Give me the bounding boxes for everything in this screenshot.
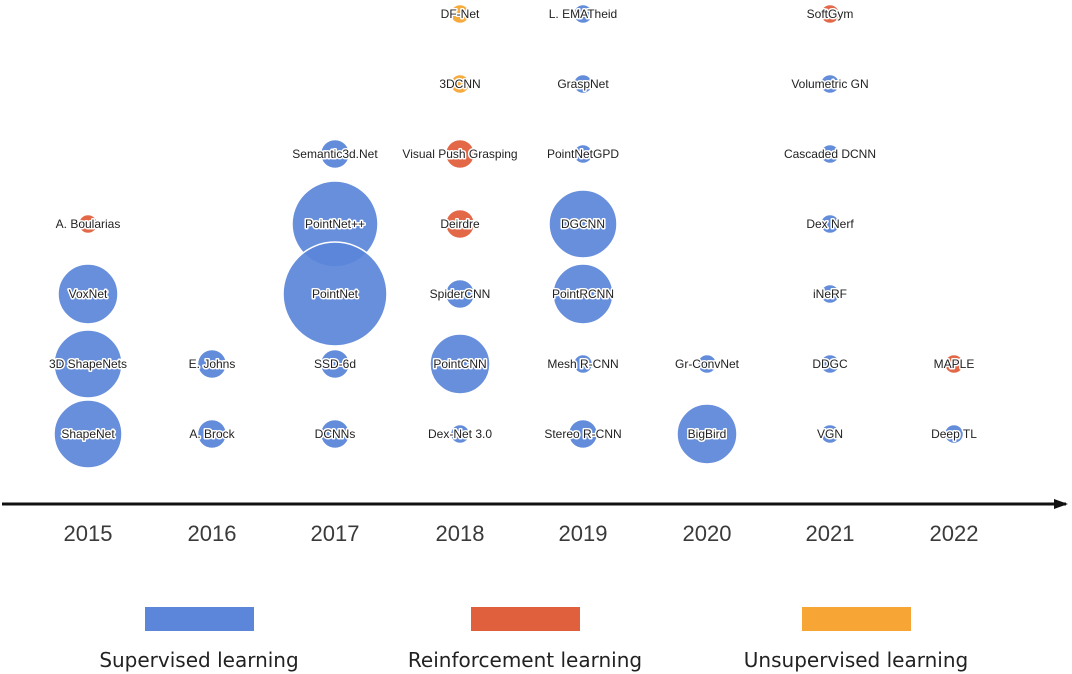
bubble-a-boularias	[78, 214, 98, 234]
bubble-dex-net-3-0	[450, 424, 470, 444]
bubble-dgcnn	[548, 189, 618, 259]
bubble-ddgc	[820, 354, 840, 374]
bubble-spidercnn	[445, 279, 475, 309]
year-labels: 2015 2016 2017 2018 2019 2020 2021 2022	[64, 521, 979, 546]
bubble-shapenet	[53, 399, 123, 469]
year-label-2019: 2019	[559, 521, 608, 546]
bubble-deirdre	[445, 209, 475, 239]
bubble-vgn	[820, 424, 840, 444]
bubble-pointcnn	[429, 333, 491, 395]
bubble-inerf	[820, 284, 840, 304]
work-label-3d-shapenets: 3D ShapeNets	[49, 357, 127, 371]
work-label-graspnet: GraspNet	[557, 77, 609, 91]
work-label-pointnet: PointNet++	[305, 217, 365, 231]
work-label-3dcnn: 3DCNN	[439, 77, 480, 91]
year-label-2020: 2020	[683, 521, 732, 546]
bubble-deep-tl	[944, 424, 964, 444]
work-label-e-johns: E. Johns	[189, 357, 236, 371]
work-label-deirdre: Deirdre	[440, 217, 480, 231]
work-label-shapenet: ShapeNet	[61, 427, 115, 441]
work-label-dcnns: DCNNs	[315, 427, 356, 441]
work-label-inerf: iNeRF	[813, 287, 847, 301]
work-label-l-ematheid: L. EMATheid	[549, 7, 617, 21]
work-label-df-net: DF-Net	[441, 7, 480, 21]
bubble-softgym	[820, 4, 840, 24]
work-label-deep-tl: Deep TL	[931, 427, 977, 441]
work-label-cascaded-dcnn: Cascaded DCNN	[784, 147, 876, 161]
bubble-a-brock	[197, 419, 227, 449]
bubble-pointnet	[282, 241, 388, 347]
bubble-pointnetgpd	[573, 144, 593, 164]
work-label-vgn: VGN	[817, 427, 843, 441]
bubble-gr-convnet	[697, 354, 717, 374]
legend: Supervised learning Reinforcement learnin…	[99, 607, 968, 672]
bubble-graspnet	[573, 74, 593, 94]
bubble-mesh-r-cnn	[573, 354, 593, 374]
bubbles-layer	[53, 4, 964, 469]
bubble-pointrcnn	[552, 263, 614, 325]
work-label-pointcnn: PointCNN	[433, 357, 486, 371]
year-label-2018: 2018	[436, 521, 485, 546]
bubble-visual-push-grasping	[445, 139, 475, 169]
work-label-pointnet: PointNet	[312, 287, 359, 301]
work-label-bigbird: BigBird	[688, 427, 727, 441]
bubble-3d-shapenets	[53, 329, 123, 399]
bubble-dex-nerf	[820, 214, 840, 234]
work-label-volumetric-gn: Volumetric GN	[791, 77, 868, 91]
work-label-pointnetgpd: PointNetGPD	[547, 147, 619, 161]
year-label-2016: 2016	[188, 521, 237, 546]
bubble-l-ematheid	[573, 4, 593, 24]
bubble-voxnet	[57, 263, 119, 325]
bubble-volumetric-gn	[820, 74, 840, 94]
year-label-2015: 2015	[64, 521, 113, 546]
work-label-dex-nerf: Dex Nerf	[806, 217, 854, 231]
bubble-df-net	[450, 4, 470, 24]
year-label-2017: 2017	[311, 521, 360, 546]
legend-swatch-reinforcement	[471, 607, 580, 631]
work-label-mesh-r-cnn: Mesh R-CNN	[547, 357, 618, 371]
work-label-ssd-6d: SSD-6d	[314, 357, 356, 371]
legend-label-reinforcement: Reinforcement learning	[408, 648, 642, 672]
bubble-dcnns	[320, 419, 350, 449]
year-label-2022: 2022	[930, 521, 979, 546]
legend-swatch-unsupervised	[802, 607, 911, 631]
work-label-a-brock: A. Brock	[189, 427, 235, 441]
legend-swatch-supervised	[145, 607, 254, 631]
work-label-dex-net-3-0: Dex-Net 3.0	[428, 427, 492, 441]
work-label-softgym: SoftGym	[807, 7, 854, 21]
work-label-maple: MAPLE	[934, 357, 975, 371]
bubble-bigbird	[676, 403, 738, 465]
bubble-3dcnn	[450, 74, 470, 94]
bubble-ssd-6d	[320, 349, 350, 379]
work-label-pointrcnn: PointRCNN	[552, 287, 614, 301]
legend-label-unsupervised: Unsupervised learning	[744, 648, 968, 672]
bubble-semantic3d-net	[320, 139, 350, 169]
bubble-e-johns	[197, 349, 227, 379]
year-label-2021: 2021	[806, 521, 855, 546]
work-label-voxnet: VoxNet	[69, 287, 108, 301]
work-label-spidercnn: SpiderCNN	[430, 287, 491, 301]
bubble-stereo-r-cnn	[568, 419, 598, 449]
work-label-stereo-r-cnn: Stereo R-CNN	[544, 427, 621, 441]
legend-label-supervised: Supervised learning	[99, 648, 298, 672]
work-label-gr-convnet: Gr-ConvNet	[675, 357, 740, 371]
bubble-cascaded-dcnn	[820, 144, 840, 164]
work-label-semantic3d-net: Semantic3d.Net	[292, 147, 378, 161]
work-label-visual-push-grasping: Visual Push Grasping	[402, 147, 517, 161]
labels-layer: A. Boularias VoxNet 3D ShapeNets ShapeNet E.…	[47, 6, 978, 443]
work-label-a-boularias: A. Boularias	[56, 217, 121, 231]
work-label-dgcnn: DGCNN	[561, 217, 605, 231]
bubble-maple	[944, 354, 964, 374]
work-label-ddgc: DDGC	[812, 357, 848, 371]
